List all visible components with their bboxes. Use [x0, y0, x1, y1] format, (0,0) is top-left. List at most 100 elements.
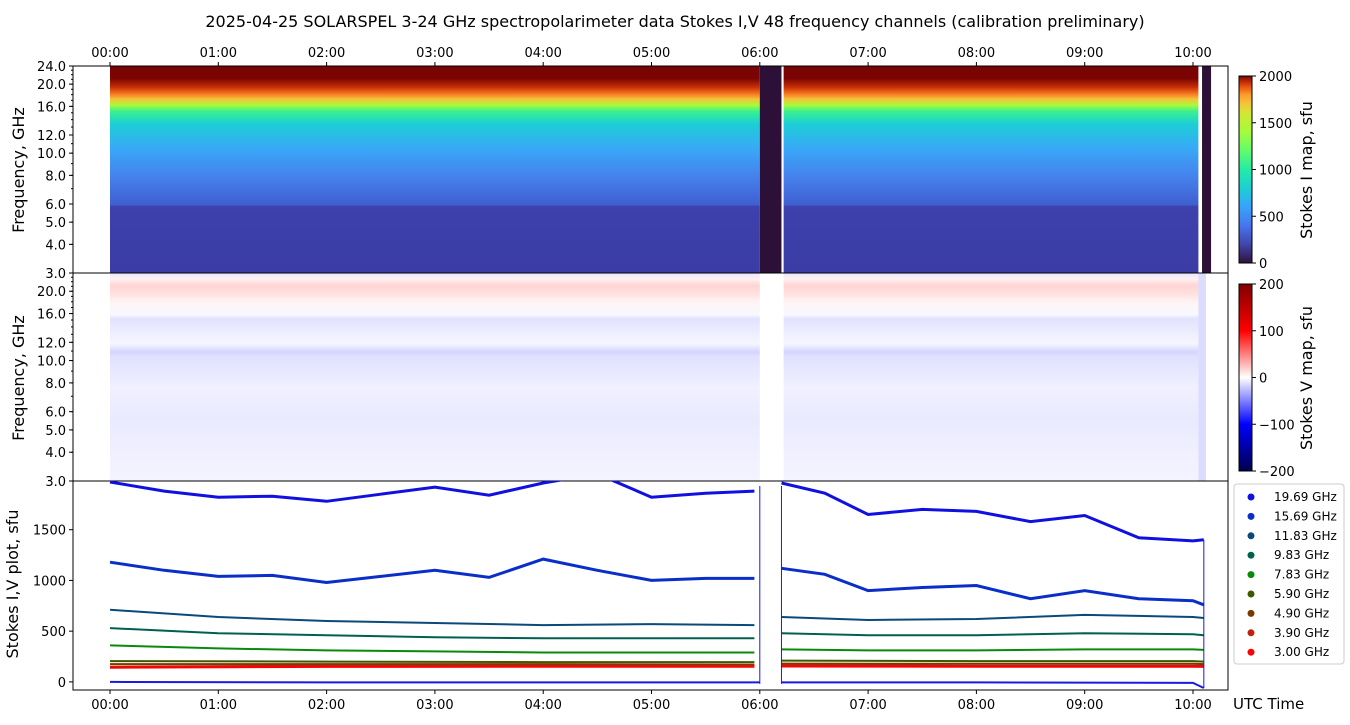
top-time-tick-1: 01:00 [200, 46, 237, 61]
freq-i-tick-1: 4.0 [45, 238, 66, 253]
legend-marker-3 [1247, 551, 1255, 559]
colorbar-i-tick-2: 1000 [1259, 164, 1292, 179]
colorbar-v-tick-0: −200 [1259, 465, 1295, 480]
series-15-69-ghz-seg-2 [781, 566, 1205, 607]
bottom-time-tick-4: 04:00 [524, 698, 561, 713]
top-time-tick-5: 05:00 [633, 46, 670, 61]
legend-marker-7 [1247, 629, 1255, 637]
panel-plot-ylabel: Stokes I,V plot, sfu [3, 510, 22, 659]
top-time-tick-10: 10:00 [1174, 46, 1211, 61]
top-time-tick-3: 03:00 [416, 46, 453, 61]
colorbar-i-tick-3: 1500 [1259, 117, 1292, 132]
freq-v-tick-2: 5.0 [45, 424, 66, 439]
series-19-69-ghz-seg-2 [781, 481, 1204, 543]
stokes-v-heatmap-block-1 [110, 273, 760, 481]
bottom-time-axis: 00:00 01:00 02:00 03:00 04:00 05:00 06:00 07:00… [91, 690, 1212, 713]
colorbar-v: −200 −100 0 100 200 Stokes V map, sfu [1238, 278, 1316, 480]
bottom-time-tick-3: 03:00 [416, 698, 453, 713]
freq-v-tick-1: 4.0 [45, 446, 66, 461]
colorbar-i-tick-4: 2000 [1259, 70, 1292, 85]
top-time-tick-6: 06:00 [741, 46, 778, 61]
series-stokes-v-all--seg-1 [109, 680, 760, 684]
freq-v-tick-6: 12.0 [37, 336, 66, 351]
top-time-tick-0: 00:00 [91, 46, 128, 61]
top-time-tick-8: 08:00 [958, 46, 995, 61]
colorbar-v-tick-4: 200 [1259, 278, 1284, 293]
legend-label-3: 9.83 GHz [1274, 548, 1329, 562]
series-7-83-ghz-seg-2 [781, 648, 1204, 652]
series-4-90-ghz-seg-1 [110, 663, 755, 666]
colorbar-v-tick-2: 0 [1259, 372, 1267, 387]
bottom-time-tick-8: 08:00 [958, 698, 995, 713]
bottom-time-tick-2: 02:00 [308, 698, 345, 713]
series-9-83-ghz-seg-2 [781, 632, 1204, 637]
legend-marker-8 [1247, 648, 1255, 656]
freq-i-tick-6: 12.0 [37, 129, 66, 144]
colorbar-v-label: Stokes V map, sfu [1297, 306, 1316, 450]
series-7-83-ghz-seg-1 [109, 644, 755, 654]
stokes-i-heatmap-block-1 [110, 66, 760, 273]
freq-v-tick-3: 6.0 [45, 406, 66, 421]
freq-v-tick-4: 8.0 [45, 377, 66, 392]
freq-i-tick-5: 10.0 [37, 147, 66, 162]
series-3-00-ghz-seg-1 [109, 665, 755, 669]
legend-label-1: 15.69 GHz [1274, 509, 1337, 523]
stokes-i-data-gap-2 [1202, 66, 1212, 273]
legend-label-5: 5.90 GHz [1274, 587, 1329, 601]
plot-y-tick-1: 500 [41, 625, 66, 640]
legend-marker-5 [1247, 590, 1255, 598]
figure-title: 2025-04-25 SOLARSPEL 3-24 GHz spectropol… [205, 12, 1144, 31]
freq-v-tick-7: 16.0 [37, 308, 66, 323]
colorbar-v-tick-3: 100 [1259, 325, 1284, 340]
series-15-69-ghz-seg-1 [109, 557, 755, 585]
legend-marker-4 [1247, 571, 1255, 579]
legend-label-0: 19.69 GHz [1274, 490, 1337, 504]
stokes-i-heatmap-panel: 3.0 4.0 5.0 6.0 8.0 10.0 12.0 16.0 20.0 24.0 [37, 60, 1229, 282]
series-4-90-ghz-seg-2 [781, 662, 1204, 666]
plot-y-tick-0: 0 [58, 676, 66, 691]
freq-i-tick-3: 6.0 [45, 198, 66, 213]
freq-i-tick-4: 8.0 [45, 169, 66, 184]
bottom-time-tick-9: 09:00 [1066, 698, 1103, 713]
freq-v-tick-8: 20.0 [37, 285, 66, 300]
freq-v-tick-5: 10.0 [37, 355, 66, 370]
series-5-90-ghz-seg-2 [781, 659, 1204, 663]
legend-label-8: 3.00 GHz [1274, 645, 1329, 659]
bottom-time-tick-7: 07:00 [849, 698, 886, 713]
top-time-axis: 00:00 01:00 02:00 03:00 04:00 05:00 06:00 07:00… [91, 46, 1212, 66]
bottom-time-tick-5: 05:00 [633, 698, 670, 713]
legend-marker-6 [1247, 609, 1255, 617]
legend-label-4: 7.83 GHz [1274, 568, 1329, 582]
freq-i-tick-2: 5.0 [45, 216, 66, 231]
stokes-i-heatmap-block-2 [783, 66, 1199, 273]
legend-label-7: 3.90 GHz [1274, 626, 1329, 640]
plot-y-tick-3: 1500 [33, 524, 66, 539]
freq-i-tick-8: 20.0 [37, 78, 66, 93]
colorbar-i-tick-0: 0 [1259, 257, 1267, 272]
freq-i-tick-7: 16.0 [37, 100, 66, 115]
legend-marker-1 [1247, 512, 1255, 520]
legend-marker-0 [1247, 493, 1255, 501]
panel-v-ylabel: Frequency, GHz [9, 315, 28, 441]
stokes-v-heatmap-block-2 [783, 273, 1199, 481]
colorbar-v-tick-1: −100 [1259, 418, 1295, 433]
series-9-83-ghz-seg-1 [109, 627, 755, 640]
top-time-tick-9: 09:00 [1066, 46, 1103, 61]
x-axis-label: UTC Time [1233, 695, 1304, 713]
freq-i-tick-0: 3.0 [45, 267, 66, 282]
plot-legend: 19.69 GHz 15.69 GHz 11.83 GHz 9.83 GHz 7.83 … [1233, 483, 1345, 665]
series-5-90-ghz-seg-1 [109, 660, 755, 664]
series-19-69-ghz-seg-1 [109, 481, 755, 503]
freq-v-tick-0: 3.0 [45, 475, 66, 490]
colorbar-i-label: Stokes I map, sfu [1297, 101, 1316, 239]
plot-y-tick-2: 1000 [33, 574, 66, 589]
top-time-tick-7: 07:00 [849, 46, 886, 61]
bottom-time-tick-1: 01:00 [200, 698, 237, 713]
top-time-tick-2: 02:00 [308, 46, 345, 61]
legend-label-6: 4.90 GHz [1274, 606, 1329, 620]
stokes-plot-panel: 0 500 1000 1500 [33, 480, 1229, 691]
legend-marker-2 [1247, 532, 1255, 540]
series-stokes-v-all--seg-2 [781, 681, 1205, 689]
top-time-tick-4: 04:00 [524, 46, 561, 61]
